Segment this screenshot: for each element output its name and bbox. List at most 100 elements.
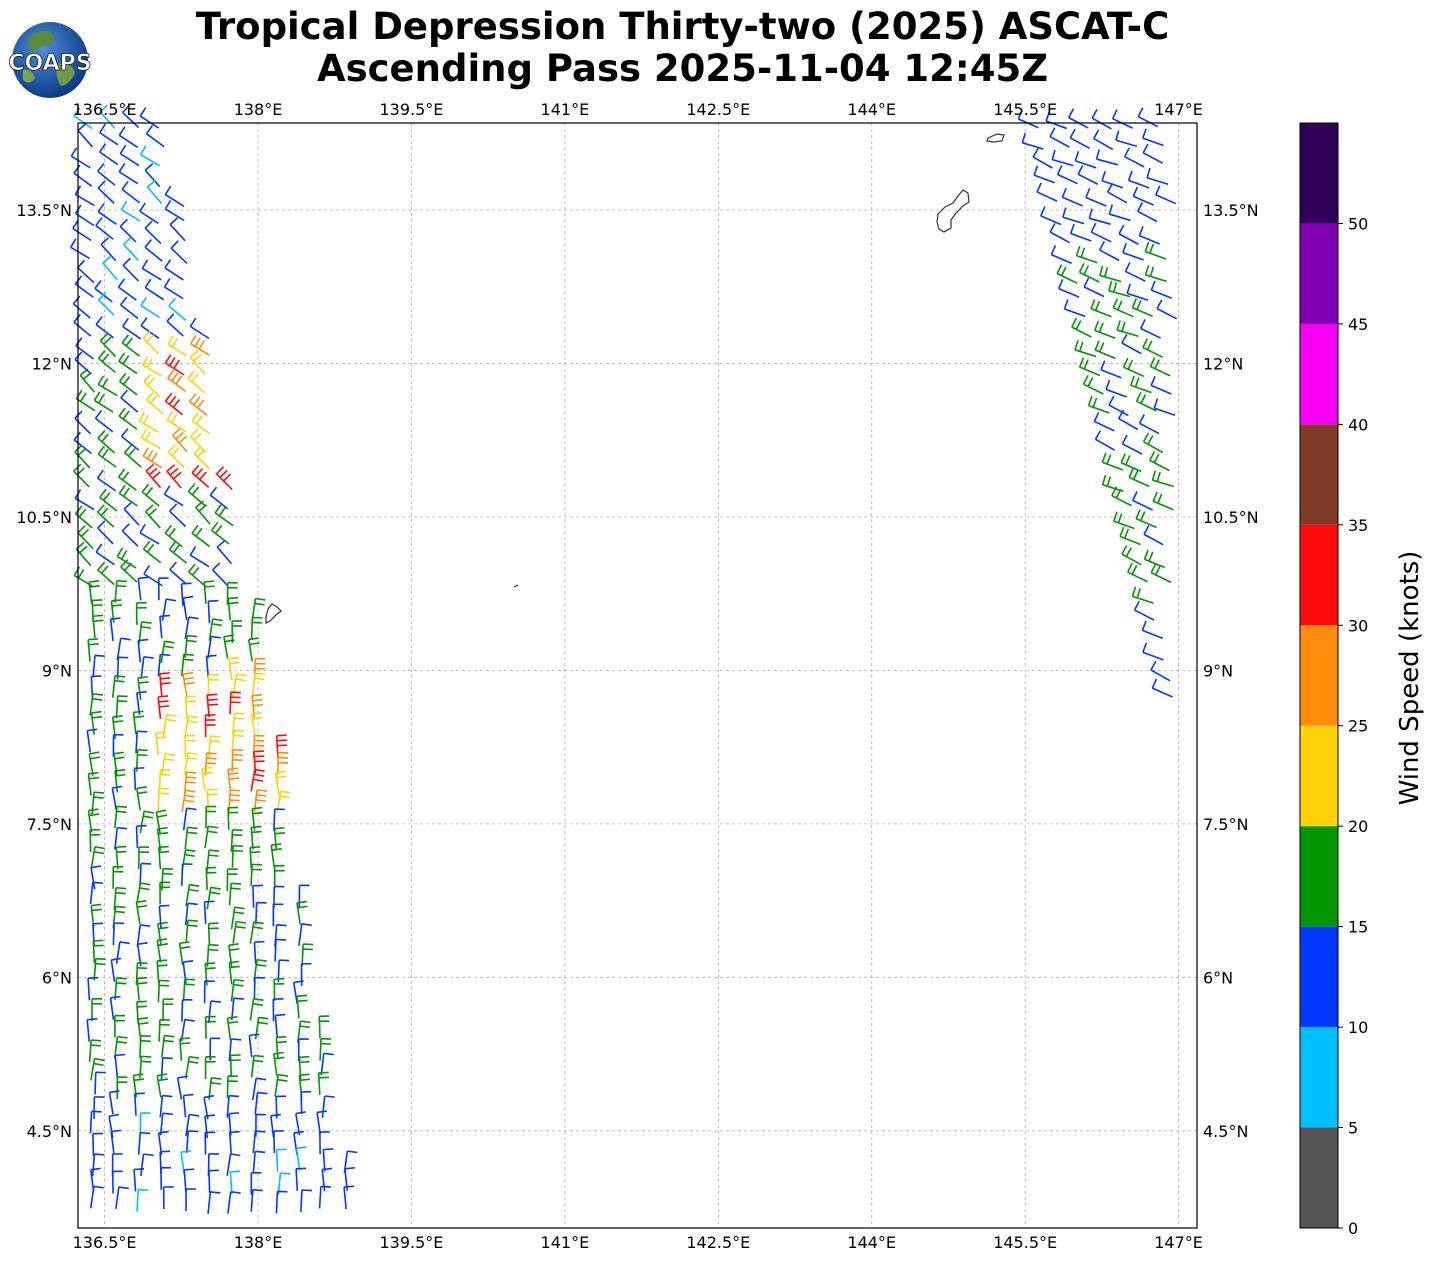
wind-barb bbox=[169, 561, 187, 585]
wind-barb bbox=[318, 1185, 331, 1209]
wind-barb bbox=[182, 671, 195, 697]
wind-barb bbox=[1045, 111, 1068, 130]
wind-barb bbox=[92, 614, 104, 639]
wind-barb bbox=[1098, 240, 1120, 262]
wind-barb bbox=[1118, 224, 1139, 245]
wind-barb bbox=[139, 1112, 151, 1136]
wind-barb bbox=[248, 1033, 260, 1058]
wind-barb bbox=[156, 938, 169, 963]
wind-barb bbox=[296, 900, 308, 925]
wind-barb bbox=[136, 924, 151, 947]
wind-barb bbox=[72, 295, 91, 319]
wind-barb bbox=[295, 1167, 307, 1191]
wind-barb bbox=[1108, 395, 1129, 417]
wind-barb bbox=[250, 1171, 262, 1195]
wind-barb bbox=[142, 540, 162, 564]
wind-barb bbox=[137, 846, 149, 870]
wind-barb bbox=[227, 767, 240, 792]
wind-barb bbox=[1142, 143, 1163, 164]
wind-barb bbox=[1021, 132, 1044, 150]
wind-barb bbox=[295, 1146, 307, 1171]
wind-barb bbox=[133, 767, 145, 791]
wind-barb bbox=[207, 599, 219, 624]
wind-barb bbox=[164, 392, 184, 416]
wind-barb bbox=[140, 296, 160, 319]
wind-barb bbox=[187, 370, 206, 394]
wind-barb bbox=[1082, 374, 1104, 395]
wind-barb bbox=[1091, 109, 1112, 130]
wind-barb bbox=[207, 1153, 219, 1176]
wind-barb bbox=[207, 1000, 221, 1024]
wind-barb bbox=[1108, 280, 1131, 298]
wind-barb bbox=[118, 162, 139, 185]
wind-barb bbox=[1088, 208, 1111, 225]
wind-barb bbox=[231, 729, 245, 753]
wind-barb bbox=[115, 695, 128, 718]
lat-tick-label-left: 9°N bbox=[42, 661, 72, 680]
wind-barb bbox=[139, 145, 160, 167]
wind-barb bbox=[139, 810, 155, 834]
wind-barb bbox=[184, 616, 199, 639]
wind-barb bbox=[1094, 340, 1116, 360]
wind-barb bbox=[77, 525, 94, 550]
wind-barb bbox=[227, 806, 239, 830]
wind-barb bbox=[181, 789, 196, 813]
wind-barb bbox=[180, 582, 192, 606]
wind-barb bbox=[206, 886, 221, 910]
wind-barb bbox=[226, 868, 238, 892]
wind-barb bbox=[140, 317, 160, 340]
wind-barb bbox=[208, 618, 223, 641]
wind-barb bbox=[189, 317, 210, 340]
wind-barb bbox=[1130, 375, 1152, 394]
lon-tick-label-bottom: 147°E bbox=[1154, 1233, 1203, 1252]
wind-barb bbox=[112, 922, 125, 946]
wind-barb bbox=[189, 334, 210, 356]
wind-barb bbox=[90, 846, 105, 869]
wind-barb bbox=[1032, 147, 1053, 169]
wind-barb bbox=[250, 768, 265, 792]
wind-barb bbox=[1033, 165, 1055, 184]
wind-barb bbox=[115, 845, 127, 870]
wind-barb bbox=[254, 1091, 268, 1115]
wind-barb bbox=[228, 656, 240, 681]
lat-tick-label-right: 9°N bbox=[1203, 661, 1233, 680]
logo-text: COAPS bbox=[9, 51, 91, 76]
wind-barb bbox=[1149, 451, 1170, 472]
wind-barb bbox=[162, 1186, 174, 1209]
wind-barb bbox=[144, 220, 162, 245]
wind-barb bbox=[86, 728, 98, 753]
wind-barb bbox=[89, 828, 101, 852]
wind-barb bbox=[180, 1018, 195, 1042]
wind-barb bbox=[1093, 129, 1114, 151]
wind-barb bbox=[247, 637, 260, 662]
wind-barb bbox=[1077, 165, 1099, 185]
wind-barb bbox=[207, 1191, 221, 1214]
wind-barb bbox=[142, 447, 163, 469]
colorbar-tick-label: 30 bbox=[1348, 616, 1368, 635]
wind-barb bbox=[316, 1110, 328, 1135]
colorbar-segment bbox=[1300, 223, 1338, 324]
wind-barb bbox=[300, 1189, 313, 1213]
wind-barb bbox=[73, 463, 90, 488]
wind-barb bbox=[1121, 333, 1142, 355]
wind-barb bbox=[141, 483, 160, 507]
wind-barb bbox=[73, 107, 93, 130]
colorbar-segment bbox=[1300, 524, 1338, 626]
wind-speed-colorbar: 0 5 10 15 20 25 30 35 40 45 50 bbox=[1299, 122, 1368, 1238]
wind-barb bbox=[227, 1190, 241, 1214]
wind-barb bbox=[121, 180, 141, 204]
wind-barb bbox=[189, 428, 207, 453]
wind-barb bbox=[201, 766, 213, 791]
wind-barb bbox=[97, 350, 116, 374]
wind-barb bbox=[1061, 187, 1083, 207]
wind-barb bbox=[318, 1015, 330, 1039]
wind-barb bbox=[122, 104, 140, 129]
wind-barb bbox=[1063, 299, 1086, 318]
wind-barb bbox=[232, 712, 245, 736]
wind-barb bbox=[272, 1051, 285, 1076]
wind-barb bbox=[142, 330, 160, 355]
wind-barb bbox=[253, 657, 266, 681]
colorbar-segment bbox=[1300, 123, 1338, 224]
wind-barb bbox=[1155, 185, 1177, 205]
